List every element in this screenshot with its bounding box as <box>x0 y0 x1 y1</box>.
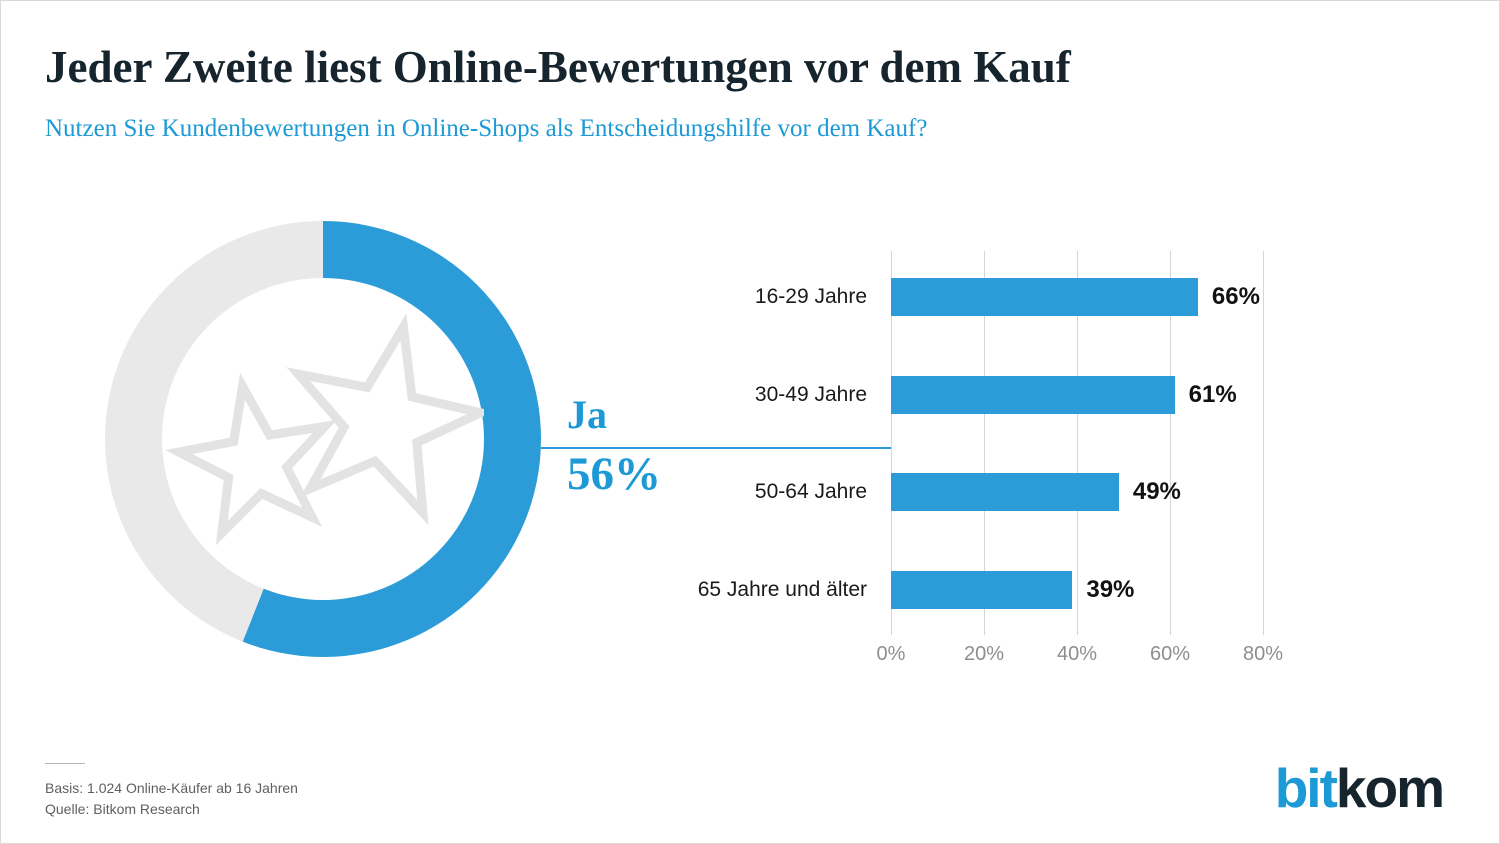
gridline <box>1263 251 1264 635</box>
logo-part-kom: kom <box>1335 757 1445 819</box>
bar-chart: 0% 20% 40% 60% 80% 16-29 Jahre 66% 30-49 Jahre 6… <box>698 251 1291 665</box>
bar-category-label: 30-49 Jahre <box>754 383 867 406</box>
bar-category-label: 50-64 Jahre <box>754 480 867 503</box>
bar-value-label: 61% <box>1188 381 1237 408</box>
x-axis-tick-label: 40% <box>1056 643 1098 665</box>
page-title: Jeder Zweite liest Online-Bewertungen vo… <box>45 42 1071 92</box>
gridline <box>1077 251 1078 635</box>
x-axis-tick-label: 0% <box>876 643 906 665</box>
star-outline-icon <box>165 372 338 546</box>
x-axis-tick-label: 80% <box>1242 643 1284 665</box>
x-axis-tick-label: 20% <box>963 643 1005 665</box>
donut-chart <box>105 221 541 657</box>
bar <box>891 473 1119 511</box>
bitkom-logo: bitkom <box>1275 761 1445 816</box>
donut-label-block: Ja 56% <box>567 395 661 498</box>
gridline <box>1170 251 1171 635</box>
bar <box>891 376 1175 414</box>
survey-question: Nutzen Sie Kundenbewertungen in Online-S… <box>45 115 928 142</box>
donut-answer-label: Ja <box>567 392 607 437</box>
bar-value-label: 39% <box>1086 576 1135 603</box>
donut-value-label: 56% <box>567 448 661 500</box>
donut-hole <box>162 278 484 600</box>
logo-part-bit: bit <box>1274 757 1338 819</box>
bar <box>891 278 1198 316</box>
bar-category-label: 16-29 Jahre <box>754 285 867 308</box>
source-note: Quelle: Bitkom Research <box>45 801 200 817</box>
x-axis-tick-label: 60% <box>1149 643 1191 665</box>
gridline <box>984 251 985 635</box>
footer-divider <box>45 763 85 764</box>
bar-value-label: 49% <box>1132 478 1181 505</box>
star-outline-icon <box>286 313 484 526</box>
bar-category-label: 65 Jahre und älter <box>697 578 867 601</box>
gridline <box>891 251 892 635</box>
bar-value-label: 66% <box>1211 283 1260 310</box>
connector-line <box>541 447 891 449</box>
stars-icon <box>165 313 484 546</box>
basis-note: Basis: 1.024 Online-Käufer ab 16 Jahren <box>45 780 298 796</box>
bar <box>891 571 1073 609</box>
